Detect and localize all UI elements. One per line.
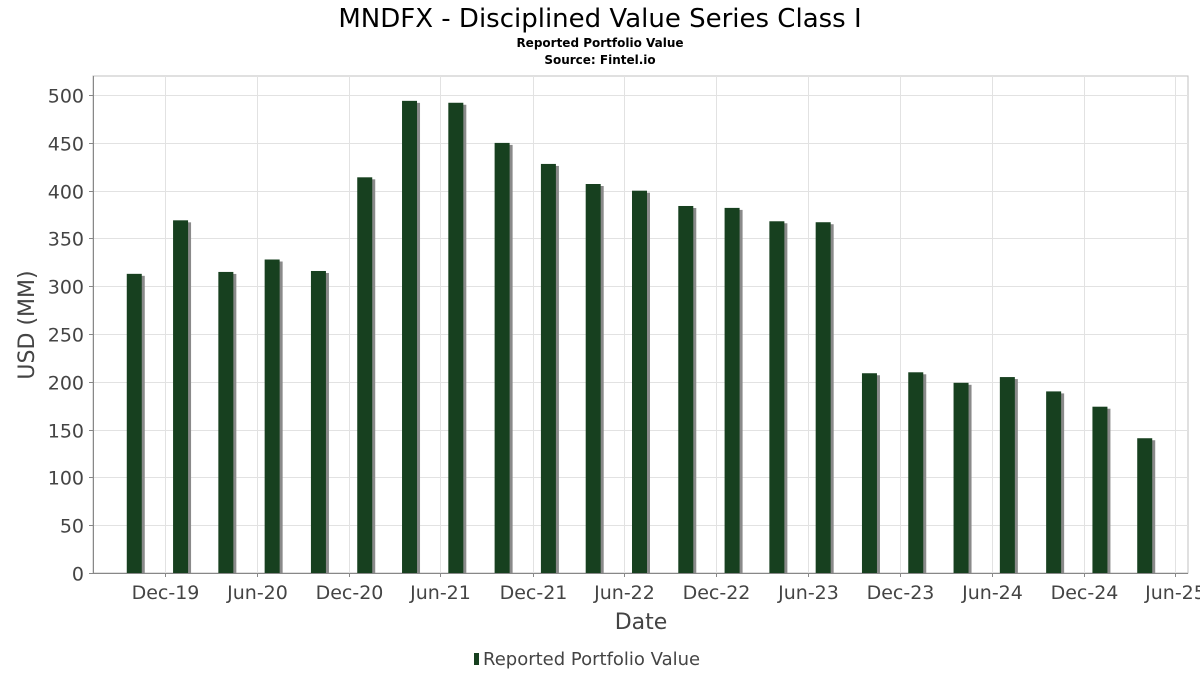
- bar: [1092, 406, 1108, 573]
- y-tick-label: 500: [48, 86, 84, 108]
- bar: [1046, 391, 1062, 573]
- bar: [631, 190, 647, 573]
- x-tick-label: Jun-25: [1144, 582, 1200, 604]
- legend-label: Reported Portfolio Value: [483, 649, 700, 670]
- y-axis-title: USD (MM): [15, 270, 40, 379]
- chart-subtitle: Reported Portfolio Value: [516, 36, 683, 50]
- legend: Reported Portfolio Value: [474, 649, 700, 670]
- bar: [402, 100, 418, 573]
- x-tick-label: Dec-20: [316, 582, 384, 604]
- x-tick-label: Dec-19: [132, 582, 200, 604]
- bar: [953, 382, 969, 573]
- x-tick-label: Dec-22: [683, 582, 751, 604]
- y-tick-label: 450: [48, 134, 84, 156]
- x-tick-label: Jun-21: [409, 582, 471, 604]
- bar: [540, 163, 556, 573]
- bar: [908, 372, 924, 573]
- y-tick-label: 250: [48, 325, 84, 347]
- x-tick-label: Jun-24: [961, 582, 1023, 604]
- bar: [126, 273, 142, 573]
- bar: [173, 220, 189, 573]
- bar: [861, 373, 877, 573]
- legend-swatch: [474, 653, 479, 665]
- bar: [494, 142, 510, 573]
- y-tick-label: 0: [72, 564, 84, 586]
- y-tick-label: 200: [48, 373, 84, 395]
- x-tick-label: Jun-22: [593, 582, 655, 604]
- bars: [126, 100, 1156, 574]
- chart-title: MNDFX - Disciplined Value Series Class I: [338, 4, 861, 34]
- chart-source: Source: Fintel.io: [544, 53, 655, 67]
- x-axis-title: Date: [615, 610, 668, 635]
- x-tick-label: Jun-20: [226, 582, 288, 604]
- x-tick-label: Dec-24: [1051, 582, 1119, 604]
- bar: [1137, 438, 1153, 573]
- y-tick-label: 100: [48, 468, 84, 490]
- x-tick-label: Jun-23: [777, 582, 839, 604]
- bar: [769, 221, 785, 573]
- y-tick-label: 400: [48, 182, 84, 204]
- bar: [815, 222, 831, 573]
- y-axis: 0 50 100 150 200 250 300 350 400 450 500: [48, 86, 93, 586]
- bar: [218, 271, 234, 573]
- x-tick-label: Dec-23: [867, 582, 935, 604]
- x-tick-label: Dec-21: [500, 582, 568, 604]
- y-tick-label: 50: [60, 516, 84, 538]
- x-axis: Dec-19 Jun-20 Dec-20 Jun-21 Dec-21 Jun-22 Dec-…: [132, 573, 1200, 604]
- bar: [310, 270, 326, 573]
- y-tick-label: 300: [48, 277, 84, 299]
- bar: [585, 184, 601, 573]
- bar: [678, 205, 694, 573]
- bar: [724, 207, 740, 573]
- bar: [999, 377, 1015, 573]
- y-tick-label: 150: [48, 421, 84, 443]
- bar: [264, 259, 280, 573]
- bar: [357, 177, 373, 574]
- bar: [448, 102, 464, 573]
- y-tick-label: 350: [48, 229, 84, 251]
